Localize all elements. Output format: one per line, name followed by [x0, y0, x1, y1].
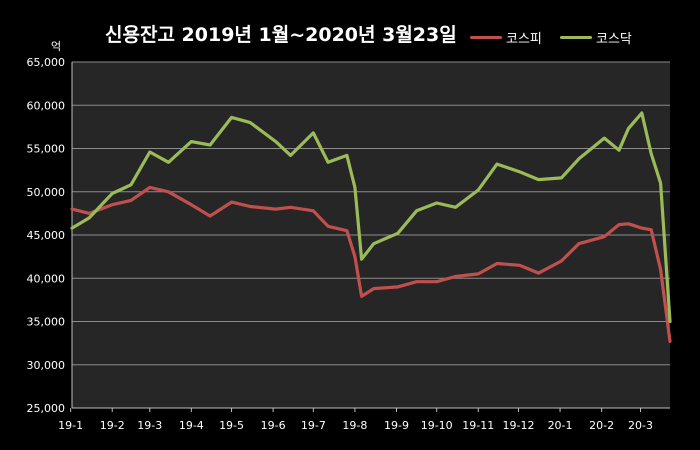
- y-tick-label: 35,000: [27, 316, 66, 329]
- y-tick-label: 30,000: [27, 359, 66, 372]
- y-tick-label: 65,000: [27, 56, 66, 69]
- x-tick-label: 20-2: [589, 419, 614, 432]
- x-tick-label: 19-7: [301, 419, 326, 432]
- x-tick-label: 19-1: [58, 419, 83, 432]
- y-axis-unit: 억: [51, 40, 62, 53]
- legend-item-kosdaq: 코스닥: [560, 28, 632, 47]
- x-tick-label: 19-6: [261, 419, 286, 432]
- x-tick-label: 19-9: [384, 419, 409, 432]
- x-tick-label: 20-3: [628, 419, 653, 432]
- x-tick-label: 19-8: [342, 419, 367, 432]
- x-tick-label: 19-2: [100, 419, 125, 432]
- x-tick-label: 19-12: [503, 419, 535, 432]
- legend-label-kosdaq: 코스닥: [596, 31, 632, 47]
- chart-title: 신용잔고 2019년 1월~2020년 3월23일: [105, 24, 457, 46]
- y-tick-label: 55,000: [27, 143, 66, 156]
- x-tick-label: 19-5: [219, 419, 244, 432]
- x-tick-label: 19-11: [462, 419, 494, 432]
- y-tick-label: 25,000: [27, 402, 66, 415]
- x-tick-label: 20-1: [548, 419, 573, 432]
- legend-swatch-kosdaq: [560, 35, 592, 39]
- legend-item-kospi: 코스피: [470, 28, 542, 47]
- y-tick-label: 60,000: [27, 99, 66, 112]
- y-tick-label: 45,000: [27, 229, 66, 242]
- x-tick-label: 19-10: [421, 419, 453, 432]
- series-line-kosdaq: [70, 111, 672, 324]
- x-tick-label: 19-4: [179, 419, 204, 432]
- x-tick-label: 19-3: [137, 419, 162, 432]
- legend-label-kospi: 코스피: [506, 31, 542, 47]
- y-tick-label: 40,000: [27, 272, 66, 285]
- y-tick-label: 50,000: [27, 186, 66, 199]
- legend-swatch-kospi: [470, 35, 502, 39]
- series-line-kospi: [70, 185, 672, 343]
